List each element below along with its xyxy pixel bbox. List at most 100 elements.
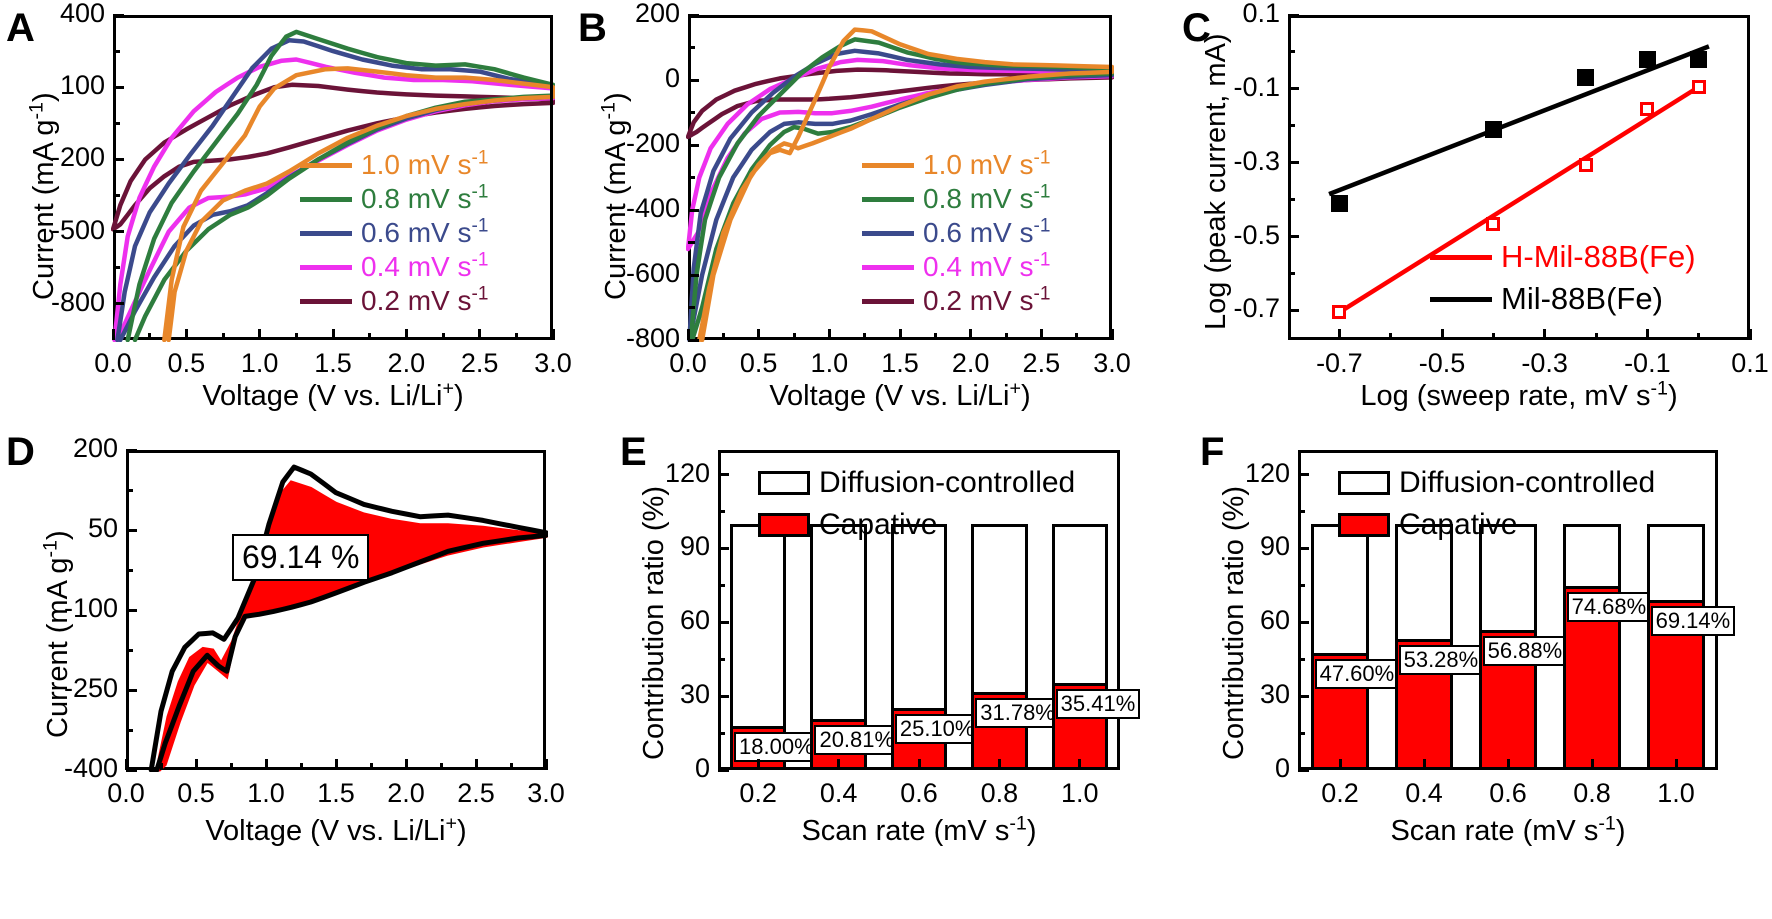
x-tickmark	[917, 759, 921, 770]
legend-line-icon	[862, 196, 914, 202]
legend-swatch-icon	[758, 471, 810, 495]
x-tick-label: 0.2	[1321, 778, 1359, 808]
x-tickmark	[111, 329, 115, 340]
x-tickmark	[474, 759, 478, 770]
y-tickmark	[1298, 694, 1309, 698]
legend-item: 1.0 mV s-1	[862, 148, 1050, 182]
legend-line-icon	[300, 230, 352, 236]
x-tickmark	[837, 759, 841, 770]
legend-line-icon	[300, 298, 352, 304]
x-tickmark	[757, 329, 761, 340]
x-tick-label: 3.0	[534, 348, 572, 378]
y-tick-label: -400	[625, 193, 680, 223]
y-tick-label: 60	[1259, 605, 1290, 636]
data-point-marker	[1638, 50, 1656, 68]
x-minor-tickmark	[509, 763, 513, 770]
legend-item: 0.2 mV s-1	[862, 284, 1050, 318]
x-tickmark	[1422, 759, 1426, 770]
legend-line-icon	[300, 264, 352, 270]
bar-value-label: 25.10%	[894, 714, 980, 745]
y-tickmark	[1298, 620, 1309, 624]
x-tickmark	[1078, 759, 1082, 770]
x-minor-tickmark	[148, 333, 152, 340]
panel-d-xlabel: Voltage (V vs. Li/Li+)	[205, 812, 467, 847]
y-tickmark	[718, 620, 729, 624]
x-tick-label: 1.5	[314, 348, 352, 378]
x-minor-tickmark	[1004, 333, 1008, 340]
x-tick-label: 3.0	[527, 778, 565, 808]
y-tickmark	[688, 78, 699, 82]
x-tickmark	[544, 759, 548, 770]
panel-c-xlabel: Log (sweep rate, mV s-1)	[1360, 377, 1678, 412]
y-tick-label: -0.5	[1233, 219, 1280, 250]
y-tick-label: 0	[664, 63, 680, 93]
y-minor-tickmark	[113, 49, 120, 53]
x-minor-tickmark	[439, 763, 443, 770]
x-tickmark	[827, 329, 831, 340]
panel-d-ylabel: Current (mA g-1)	[39, 530, 74, 738]
x-tick-label: 0.5	[177, 778, 215, 808]
legend-line-icon	[862, 230, 914, 236]
y-tickmark	[113, 157, 124, 161]
bar-value-label: 18.00%	[734, 731, 819, 762]
legend-item: 0.6 mV s-1	[862, 216, 1050, 250]
legend-item: 0.2 mV s-1	[300, 284, 488, 318]
panel-e-legend: Diffusion-controlled Capative	[758, 462, 1075, 546]
y-tick-label: -200	[625, 128, 680, 158]
panel-a-legend: 1.0 mV s-1 0.8 mV s-1 0.6 mV s-1 0.4 mV …	[300, 148, 488, 318]
x-minor-tickmark	[368, 333, 372, 340]
x-tick-label: 2.5	[460, 348, 499, 378]
y-tickmark	[1298, 768, 1309, 772]
legend-item: 0.4 mV s-1	[862, 250, 1050, 284]
x-minor-tickmark	[514, 333, 518, 340]
x-tickmark	[124, 759, 128, 770]
legend-item-capacitive: Capative	[1338, 504, 1655, 546]
y-tickmark	[1298, 546, 1309, 550]
x-tickmark	[1440, 329, 1444, 340]
x-tickmark	[756, 759, 760, 770]
y-minor-tickmark	[126, 488, 133, 492]
x-tick-label: 0.4	[1405, 778, 1443, 808]
y-tickmark	[718, 694, 729, 698]
y-tickmark	[1288, 235, 1299, 239]
y-minor-tickmark	[1288, 198, 1295, 202]
y-tick-label: 0.1	[1242, 0, 1280, 28]
panel-b-xlabel: Voltage (V vs. Li/Li+)	[769, 377, 1031, 412]
panel-f-legend: Diffusion-controlled Capative	[1338, 462, 1655, 546]
x-tick-label: 2.5	[457, 778, 495, 808]
y-tick-label: 60	[679, 605, 710, 636]
bar-value-label: 53.28%	[1398, 644, 1484, 675]
y-minor-tickmark	[1288, 50, 1295, 54]
y-minor-tickmark	[718, 731, 725, 735]
legend-item-diffusion: Diffusion-controlled	[758, 462, 1075, 504]
axis-right-line	[1109, 15, 1112, 340]
y-tick-label: 90	[1259, 531, 1290, 562]
y-minor-tickmark	[1288, 272, 1295, 276]
legend-item: 1.0 mV s-1	[300, 148, 488, 182]
x-tickmark	[264, 759, 268, 770]
x-minor-tickmark	[792, 333, 796, 340]
y-tickmark	[688, 338, 699, 342]
legend-line-icon	[300, 162, 352, 168]
x-tickmark	[898, 329, 902, 340]
x-tick-label: 1.5	[317, 778, 355, 808]
x-tickmark	[969, 329, 973, 340]
x-tickmark	[404, 329, 408, 340]
x-tickmark	[1338, 759, 1342, 770]
y-tickmark	[688, 273, 699, 277]
x-tickmark	[258, 329, 262, 340]
x-tick-label: 2.5	[1022, 348, 1061, 378]
x-tickmark	[404, 759, 408, 770]
bar-value-label: 20.81%	[814, 724, 900, 755]
x-tick-label: 0.2	[739, 778, 777, 808]
x-minor-tickmark	[229, 763, 233, 770]
legend-item: 0.4 mV s-1	[300, 250, 488, 284]
x-tickmark	[331, 329, 335, 340]
legend-line-icon	[862, 162, 914, 168]
panel-b-legend: 1.0 mV s-1 0.8 mV s-1 0.6 mV s-1 0.4 mV …	[862, 148, 1050, 318]
x-tickmark	[1674, 759, 1678, 770]
data-point-marker	[1484, 120, 1502, 138]
panel-a-label: A	[6, 6, 35, 50]
x-tickmark	[1543, 329, 1547, 340]
